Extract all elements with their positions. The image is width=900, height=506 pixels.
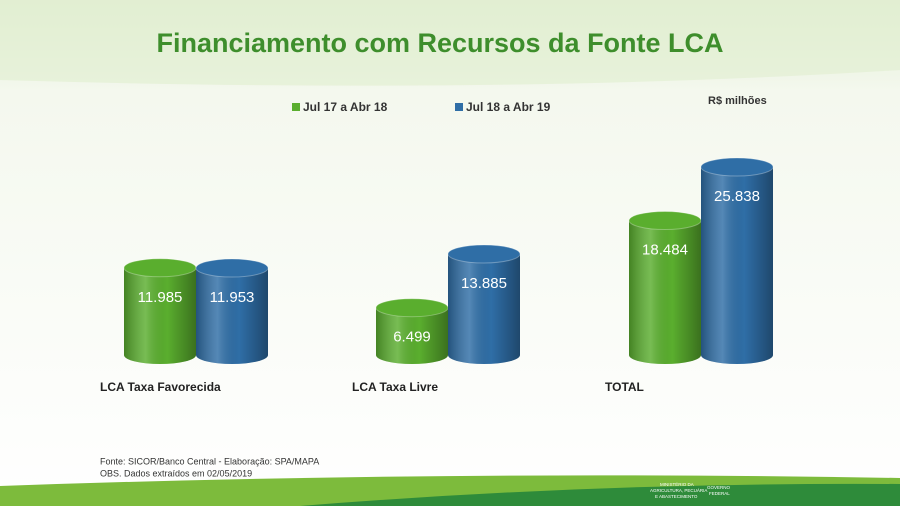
legend-label: Jul 18 a Abr 19: [466, 100, 551, 114]
bar-shade: [376, 307, 448, 364]
x-tick-label: LCA Taxa Favorecida: [100, 380, 221, 394]
bar-shade: [701, 167, 773, 364]
value-label: 11.953: [210, 289, 255, 306]
logo-text: E ABASTECIMENTO: [655, 494, 698, 499]
bar-top: [700, 157, 774, 177]
bar-top: [123, 258, 197, 278]
legend-swatch: [292, 103, 300, 111]
bar-top: [195, 258, 269, 278]
bar-top: [375, 298, 449, 318]
bar-shade: [124, 267, 196, 364]
value-label: 13.885: [461, 275, 507, 292]
bar-top: [628, 211, 702, 231]
x-tick-label: TOTAL: [605, 380, 644, 394]
value-label: 25.838: [714, 188, 760, 205]
legend-swatch: [455, 103, 463, 111]
legend-label: Jul 17 a Abr 18: [303, 100, 388, 114]
chart-title: Financiamento com Recursos da Fonte LCA: [156, 28, 723, 58]
logo-text: AGRICULTURA, PECUÁRIA: [650, 487, 707, 493]
logo-text: FEDERAL: [709, 491, 730, 496]
unit-label: R$ milhões: [708, 95, 767, 107]
value-label: 11.985: [138, 289, 183, 306]
bar-shade: [196, 268, 268, 364]
value-label: 18.484: [642, 241, 688, 258]
footer-band: [300, 483, 900, 506]
header-band: [0, 0, 900, 86]
value-label: 6.499: [393, 329, 431, 346]
logo-text: GOVERNO: [707, 485, 731, 490]
note: OBS. Dados extraídos em 02/05/2019: [100, 468, 252, 478]
logo-text: MINISTÉRIO DA: [660, 481, 694, 487]
bar-shade: [629, 220, 701, 364]
x-tick-label: LCA Taxa Livre: [352, 380, 438, 394]
bar-top: [447, 244, 521, 264]
bar-shade: [448, 253, 520, 364]
source: Fonte: SICOR/Banco Central - Elaboração:…: [100, 456, 319, 466]
